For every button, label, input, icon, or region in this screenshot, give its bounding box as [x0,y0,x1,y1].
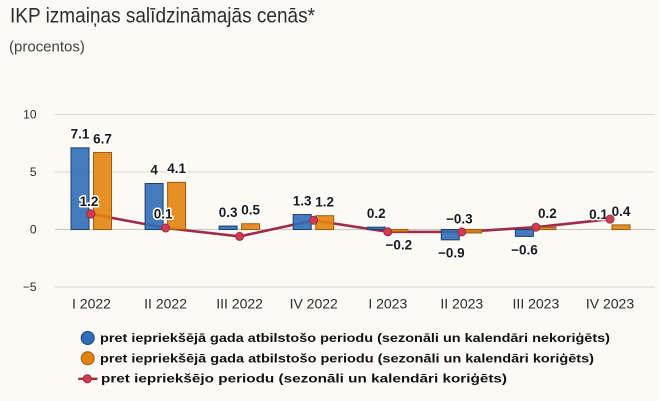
svg-text:I 2022: I 2022 [72,296,111,312]
svg-text:0: 0 [30,222,37,236]
svg-text:4.1: 4.1 [167,161,186,176]
svg-text:−0.2: −0.2 [385,238,412,253]
svg-text:(procentos): (procentos) [9,38,85,55]
svg-text:IV 2022: IV 2022 [290,296,338,312]
svg-text:pret iepriekšējo periodu (sezo: pret iepriekšējo periodu (sezonāli un ka… [101,372,507,386]
svg-text:0.2: 0.2 [538,206,557,221]
svg-text:IV 2023: IV 2023 [586,296,634,312]
svg-text:0.4: 0.4 [612,204,631,219]
svg-text:0.5: 0.5 [241,203,260,218]
svg-text:0.3: 0.3 [219,205,238,220]
svg-text:10: 10 [23,107,37,121]
svg-text:1.3: 1.3 [293,193,312,208]
svg-text:III 2022: III 2022 [216,296,263,312]
svg-text:1.2: 1.2 [315,195,334,210]
svg-text:6.7: 6.7 [93,131,112,146]
svg-text:5: 5 [30,165,37,179]
svg-text:III 2023: III 2023 [513,296,560,312]
svg-text:pret iepriekšējā gada atbilsto: pret iepriekšējā gada atbilstošo periodu… [100,331,610,345]
svg-text:pret iepriekšējā gada atbilsto: pret iepriekšējā gada atbilstošo periodu… [100,351,594,365]
svg-text:4: 4 [150,162,158,177]
svg-text:1.2: 1.2 [80,194,99,209]
svg-text:I 2023: I 2023 [368,296,407,312]
svg-text:0.2: 0.2 [367,206,386,221]
svg-text:7.1: 7.1 [71,127,90,142]
svg-text:−0.9: −0.9 [438,246,465,261]
svg-text:0.1: 0.1 [154,207,173,222]
svg-text:−5: −5 [23,280,37,294]
svg-text:0.1: 0.1 [589,207,608,222]
svg-text:−0.6: −0.6 [511,242,538,257]
svg-text:II 2022: II 2022 [144,296,187,312]
svg-text:II 2023: II 2023 [440,296,483,312]
svg-text:−0.3: −0.3 [446,211,473,226]
svg-text:IKP izmaiņas salīdzināmajās ce: IKP izmaiņas salīdzināmajās cenās* [10,5,315,28]
